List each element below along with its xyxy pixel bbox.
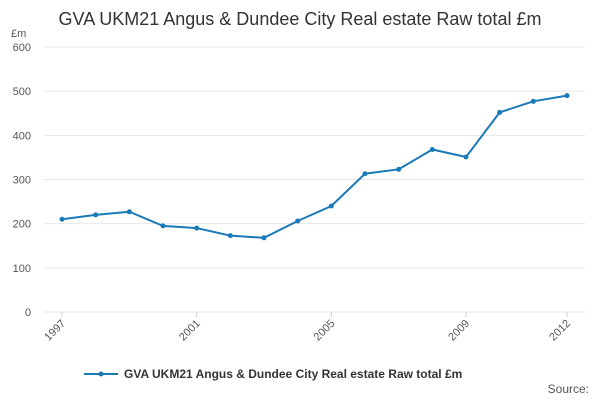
point bbox=[429, 146, 435, 152]
legend-label: GVA UKM21 Angus & Dundee City Real estat… bbox=[124, 367, 462, 381]
x-tick-label: 2012 bbox=[547, 318, 573, 344]
point bbox=[564, 93, 570, 99]
point bbox=[227, 233, 233, 239]
point bbox=[93, 212, 99, 218]
x-tick-label: 1997 bbox=[42, 318, 68, 344]
point bbox=[160, 223, 166, 229]
y-tick-label: 0 bbox=[25, 307, 31, 319]
point bbox=[530, 98, 536, 104]
point bbox=[261, 235, 267, 241]
x-tick-label: 2001 bbox=[177, 318, 203, 344]
y-unit: £m bbox=[11, 28, 26, 40]
point bbox=[328, 203, 334, 209]
point bbox=[295, 218, 301, 224]
point bbox=[396, 166, 402, 172]
point bbox=[59, 216, 65, 222]
y-tick-label: 100 bbox=[13, 263, 31, 275]
y-tick-label: 200 bbox=[13, 219, 31, 231]
y-tick-label: 600 bbox=[13, 42, 31, 54]
point bbox=[497, 109, 503, 115]
x-tick-label: 2005 bbox=[312, 318, 338, 344]
y-tick-label: 400 bbox=[13, 130, 31, 142]
source: Source: bbox=[548, 382, 589, 396]
point bbox=[194, 225, 200, 231]
y-tick-label: 500 bbox=[13, 86, 31, 98]
x-tick-label: 2009 bbox=[446, 318, 472, 344]
chart-title: GVA UKM21 Angus & Dundee City Real estat… bbox=[59, 9, 542, 29]
legend-marker bbox=[98, 371, 104, 377]
point bbox=[463, 154, 469, 160]
line bbox=[61, 94, 568, 239]
point bbox=[362, 171, 368, 177]
point bbox=[126, 209, 132, 215]
y-tick-label: 300 bbox=[13, 175, 31, 187]
